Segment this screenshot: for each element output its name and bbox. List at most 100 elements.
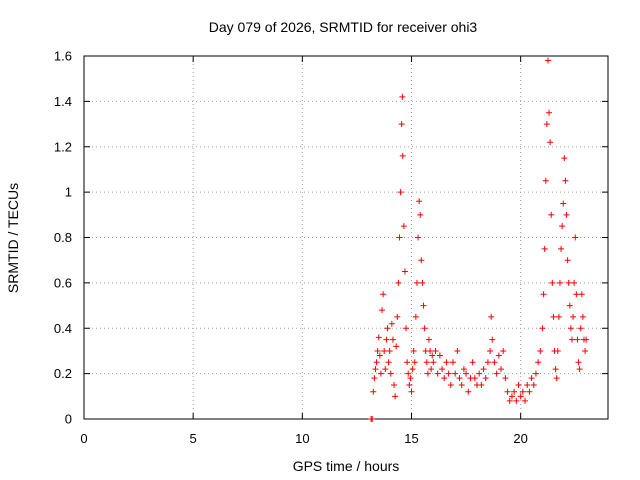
data-point xyxy=(553,375,560,382)
data-point xyxy=(415,234,422,241)
y-tick-label: 0.8 xyxy=(54,230,72,245)
y-axis-title: SRMTID / TECUs xyxy=(5,183,21,293)
data-point xyxy=(515,381,522,388)
data-point xyxy=(424,370,431,377)
data-point xyxy=(441,375,448,382)
data-point xyxy=(465,388,472,395)
data-point xyxy=(495,352,502,359)
data-point xyxy=(374,347,381,354)
data-point xyxy=(416,198,423,205)
data-point xyxy=(371,375,378,382)
data-point xyxy=(400,223,407,230)
data-point xyxy=(403,325,410,332)
data-point xyxy=(434,370,441,377)
data-point xyxy=(384,325,391,332)
data-point xyxy=(458,381,465,388)
chart-title: Day 079 of 2026, SRMTID for receiver ohi… xyxy=(209,19,478,35)
data-point xyxy=(436,352,443,359)
data-point xyxy=(373,359,380,366)
data-point xyxy=(445,370,452,377)
data-point xyxy=(539,325,546,332)
data-point xyxy=(544,57,551,64)
data-point xyxy=(471,375,478,382)
data-point xyxy=(407,375,414,382)
data-point xyxy=(537,347,544,354)
data-point xyxy=(418,257,425,264)
data-point xyxy=(575,359,582,366)
ticks-layer: 0 5 10 15 20 0 0.2 0.4 0.6 0.8 1 1.2 1.4 1.6 xyxy=(54,49,608,446)
data-point xyxy=(389,336,396,343)
data-point xyxy=(391,381,398,388)
data-point xyxy=(376,352,383,359)
data-point xyxy=(484,359,491,366)
y-tick-label: 0.6 xyxy=(54,275,72,290)
data-point xyxy=(375,334,382,341)
data-point xyxy=(573,291,580,298)
x-tick-label: 10 xyxy=(295,431,309,446)
data-point xyxy=(406,381,413,388)
data-point xyxy=(489,336,496,343)
data-point xyxy=(567,325,574,332)
data-point xyxy=(517,393,524,400)
grid-layer xyxy=(84,56,608,419)
data-point xyxy=(562,177,569,184)
data-point xyxy=(493,370,500,377)
data-point xyxy=(394,313,401,320)
data-point xyxy=(500,347,507,354)
data-point xyxy=(393,343,400,350)
data-point xyxy=(478,381,485,388)
data-point xyxy=(535,359,542,366)
data-point xyxy=(566,302,573,309)
data-point xyxy=(463,370,470,377)
data-point xyxy=(370,388,377,395)
data-point xyxy=(425,336,432,343)
data-point xyxy=(443,359,450,366)
data-point xyxy=(412,313,419,320)
data-point xyxy=(454,347,461,354)
data-point xyxy=(491,359,498,366)
data-point xyxy=(428,366,435,373)
data-point xyxy=(377,370,384,377)
data-point xyxy=(439,366,446,373)
data-point xyxy=(405,370,412,377)
data-point xyxy=(549,279,556,286)
data-point xyxy=(430,359,437,366)
data-point xyxy=(563,211,570,218)
data-point xyxy=(396,234,403,241)
data-point xyxy=(369,416,376,422)
data-point xyxy=(542,177,549,184)
data-point xyxy=(392,393,399,400)
data-point xyxy=(380,291,387,298)
y-tick-label: 0.2 xyxy=(54,366,72,381)
data-point xyxy=(532,370,539,377)
data-point xyxy=(469,359,476,366)
data-point xyxy=(421,325,428,332)
x-tick-label: 15 xyxy=(404,431,418,446)
data-point xyxy=(487,347,494,354)
data-point xyxy=(528,375,535,382)
y-tick-label: 1.4 xyxy=(54,94,72,109)
data-point xyxy=(547,139,554,146)
data-point xyxy=(401,268,408,275)
points-layer xyxy=(368,57,590,422)
data-point xyxy=(570,313,577,320)
data-point xyxy=(548,211,555,218)
data-point xyxy=(447,381,454,388)
data-point xyxy=(404,359,411,366)
data-point xyxy=(583,336,590,343)
data-point xyxy=(568,336,575,343)
data-point xyxy=(552,366,559,373)
data-point xyxy=(540,291,547,298)
y-tick-label: 1.2 xyxy=(54,139,72,154)
data-point xyxy=(488,313,495,320)
data-point xyxy=(579,313,586,320)
data-point xyxy=(508,393,515,400)
data-point xyxy=(399,93,406,100)
data-point xyxy=(420,302,427,309)
data-point xyxy=(550,313,557,320)
data-point xyxy=(480,366,487,373)
data-point xyxy=(572,234,579,241)
data-point xyxy=(381,347,388,354)
data-point xyxy=(410,347,417,354)
